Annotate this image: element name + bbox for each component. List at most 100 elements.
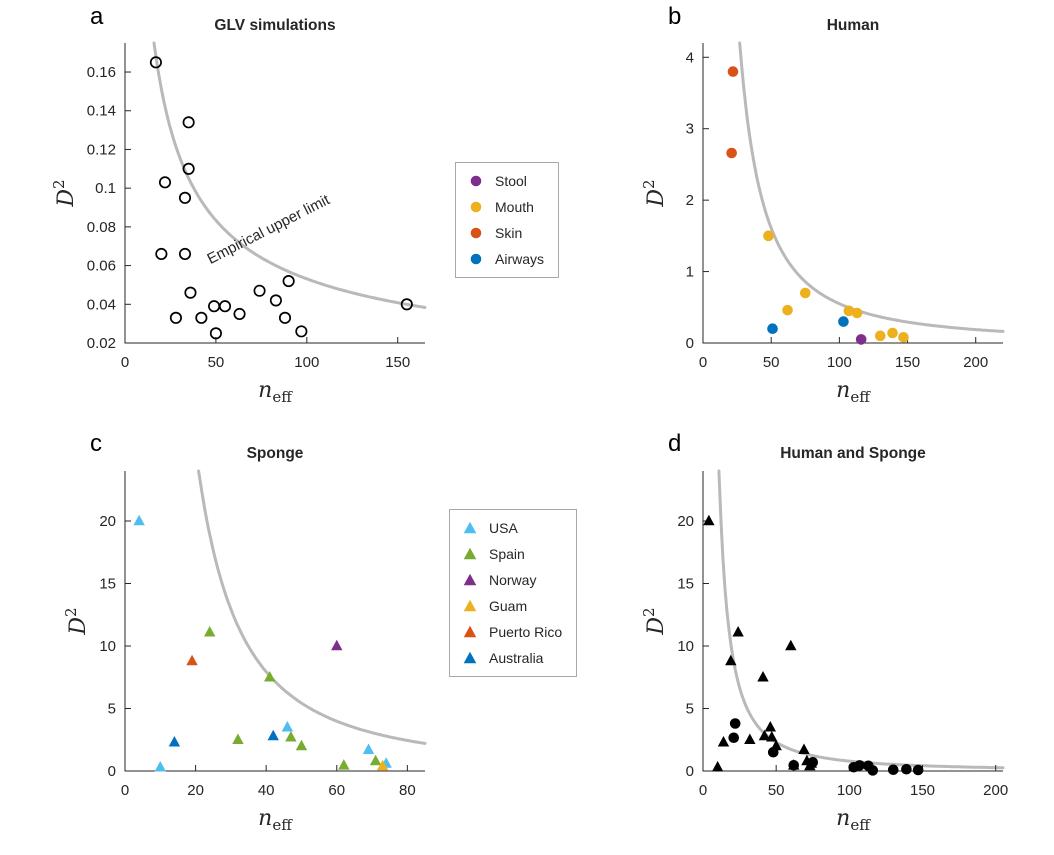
chart-title-human-and-sponge: Human and Sponge: [780, 445, 926, 462]
data-point-mouth: [763, 230, 774, 242]
y-tick-label: 0.08: [87, 219, 116, 236]
x-tick-label: 0: [699, 354, 707, 371]
x-tick-label: 50: [208, 354, 225, 371]
legend-item-label: Mouth: [495, 199, 534, 215]
triangle-marker-icon: [463, 651, 477, 664]
data-point-glv-simulations: [295, 325, 308, 338]
y-tick-label: 5: [686, 701, 694, 718]
legend-marker-shape: [463, 599, 477, 612]
data-point-glv-simulations: [233, 307, 246, 321]
data-point-usa: [281, 720, 294, 732]
data-point-spain: [232, 733, 244, 745]
y-tick-label: 0.16: [87, 64, 116, 81]
data-point-glv-simulations: [209, 327, 222, 340]
x-tick-label: 100: [827, 354, 852, 371]
x-axis-label: neff: [258, 806, 293, 834]
x-tick-label: 80: [399, 782, 416, 799]
data-point-mouth: [887, 327, 898, 339]
data-point-sponge: [725, 654, 737, 666]
data-point-human: [854, 760, 865, 771]
legend-item-guam: Guam: [461, 598, 562, 614]
circle-marker-icon: [470, 253, 482, 265]
chart-title-human: Human: [827, 17, 880, 34]
axes-spines: [702, 471, 1003, 772]
data-point-glv-simulations: [155, 247, 168, 261]
data-point-glv-simulations: [400, 298, 413, 311]
data-point-usa: [362, 743, 375, 755]
x-axis-label: neff: [258, 378, 293, 406]
data-point-spain: [295, 739, 308, 751]
y-tick-label: 20: [99, 513, 116, 530]
data-point-mouth: [782, 304, 793, 316]
data-point-human: [729, 718, 741, 729]
x-tick-label: 0: [121, 354, 129, 371]
y-tick-label: 0: [686, 763, 694, 780]
data-point-usa: [154, 760, 166, 772]
legend-item-stool: Stool: [467, 173, 544, 189]
data-point-glv-simulations: [158, 176, 172, 189]
data-point-usa: [133, 514, 145, 526]
circle-marker-icon: [470, 227, 482, 239]
upper-limit-curve: [152, 41, 427, 309]
y-axis-label: D2: [50, 179, 79, 207]
y-tick-label: 0.02: [87, 335, 116, 352]
legend-item-mouth: Mouth: [467, 199, 544, 215]
data-point-sponge: [766, 730, 778, 742]
chart-title-glv-simulations: GLV simulations: [214, 17, 335, 34]
x-tick-label: 60: [328, 782, 345, 799]
data-point-glv-simulations: [182, 116, 195, 129]
x-tick-label: 150: [385, 354, 410, 371]
data-point-spain: [204, 625, 216, 637]
data-point-sponge: [711, 760, 724, 772]
chart-sponge: 0 20 40 60 80 0 5 10 15 20 Sponge D2 neff: [62, 445, 427, 834]
upper-limit-curve: [197, 469, 427, 745]
x-tick-label: 40: [258, 782, 275, 799]
x-tick-label: 50: [768, 782, 785, 799]
y-tick-label: 3: [686, 121, 694, 138]
legend-marker-shape: [463, 625, 477, 638]
y-axis-label: D2: [640, 179, 669, 207]
y-tick-label: 0.1: [95, 180, 116, 197]
legend-item-label: Australia: [489, 650, 544, 666]
data-point-sponge: [785, 639, 797, 651]
data-point-glv-simulations: [269, 294, 282, 307]
circle-marker-icon: [470, 175, 482, 187]
data-point-spain: [264, 670, 276, 682]
legend-item-label: Spain: [489, 546, 525, 562]
y-tick-label: 0: [686, 335, 694, 352]
data-point-glv-simulations: [178, 191, 192, 204]
data-point-glv-simulations: [282, 275, 295, 288]
triangle-marker-icon: [463, 521, 477, 534]
triangle-marker-icon: [463, 547, 477, 560]
y-tick-label: 0.14: [87, 103, 116, 120]
x-tick-label: 100: [837, 782, 862, 799]
data-point-airways: [838, 316, 849, 327]
panel-letter-a: a: [90, 3, 104, 30]
data-point-australia: [168, 735, 181, 747]
y-tick-label: 0: [108, 763, 116, 780]
legend-item-airways: Airways: [467, 251, 544, 267]
panel-letter-c: c: [90, 430, 102, 457]
data-point-glv-simulations: [182, 162, 195, 175]
data-point-glv-simulations: [169, 311, 182, 324]
x-tick-label: 150: [910, 782, 935, 799]
legend-sponge-locations: USA Spain Norway Guam Puerto Rico Australia: [449, 509, 578, 677]
legend-item-label: USA: [489, 520, 518, 536]
data-point-sponge: [732, 625, 744, 637]
data-point-human: [901, 763, 912, 775]
data-point-sponge: [717, 735, 730, 747]
x-tick-label: 150: [895, 354, 920, 371]
legend-item-norway: Norway: [461, 572, 562, 588]
legend-item-label: Guam: [489, 598, 528, 614]
y-axis-label: D2: [640, 607, 669, 635]
data-point-sponge: [703, 514, 715, 526]
legend-item-puerto-rico: Puerto Rico: [461, 624, 562, 640]
y-tick-label: 15: [99, 576, 116, 593]
data-point-mouth: [799, 287, 811, 299]
legend-human-sites: Stool Mouth Skin Airways: [455, 162, 560, 278]
data-point-sponge: [758, 729, 771, 741]
x-tick-label: 200: [963, 354, 988, 371]
x-tick-label: 0: [699, 782, 707, 799]
data-point-human: [807, 756, 819, 768]
y-tick-label: 0.06: [87, 258, 116, 275]
